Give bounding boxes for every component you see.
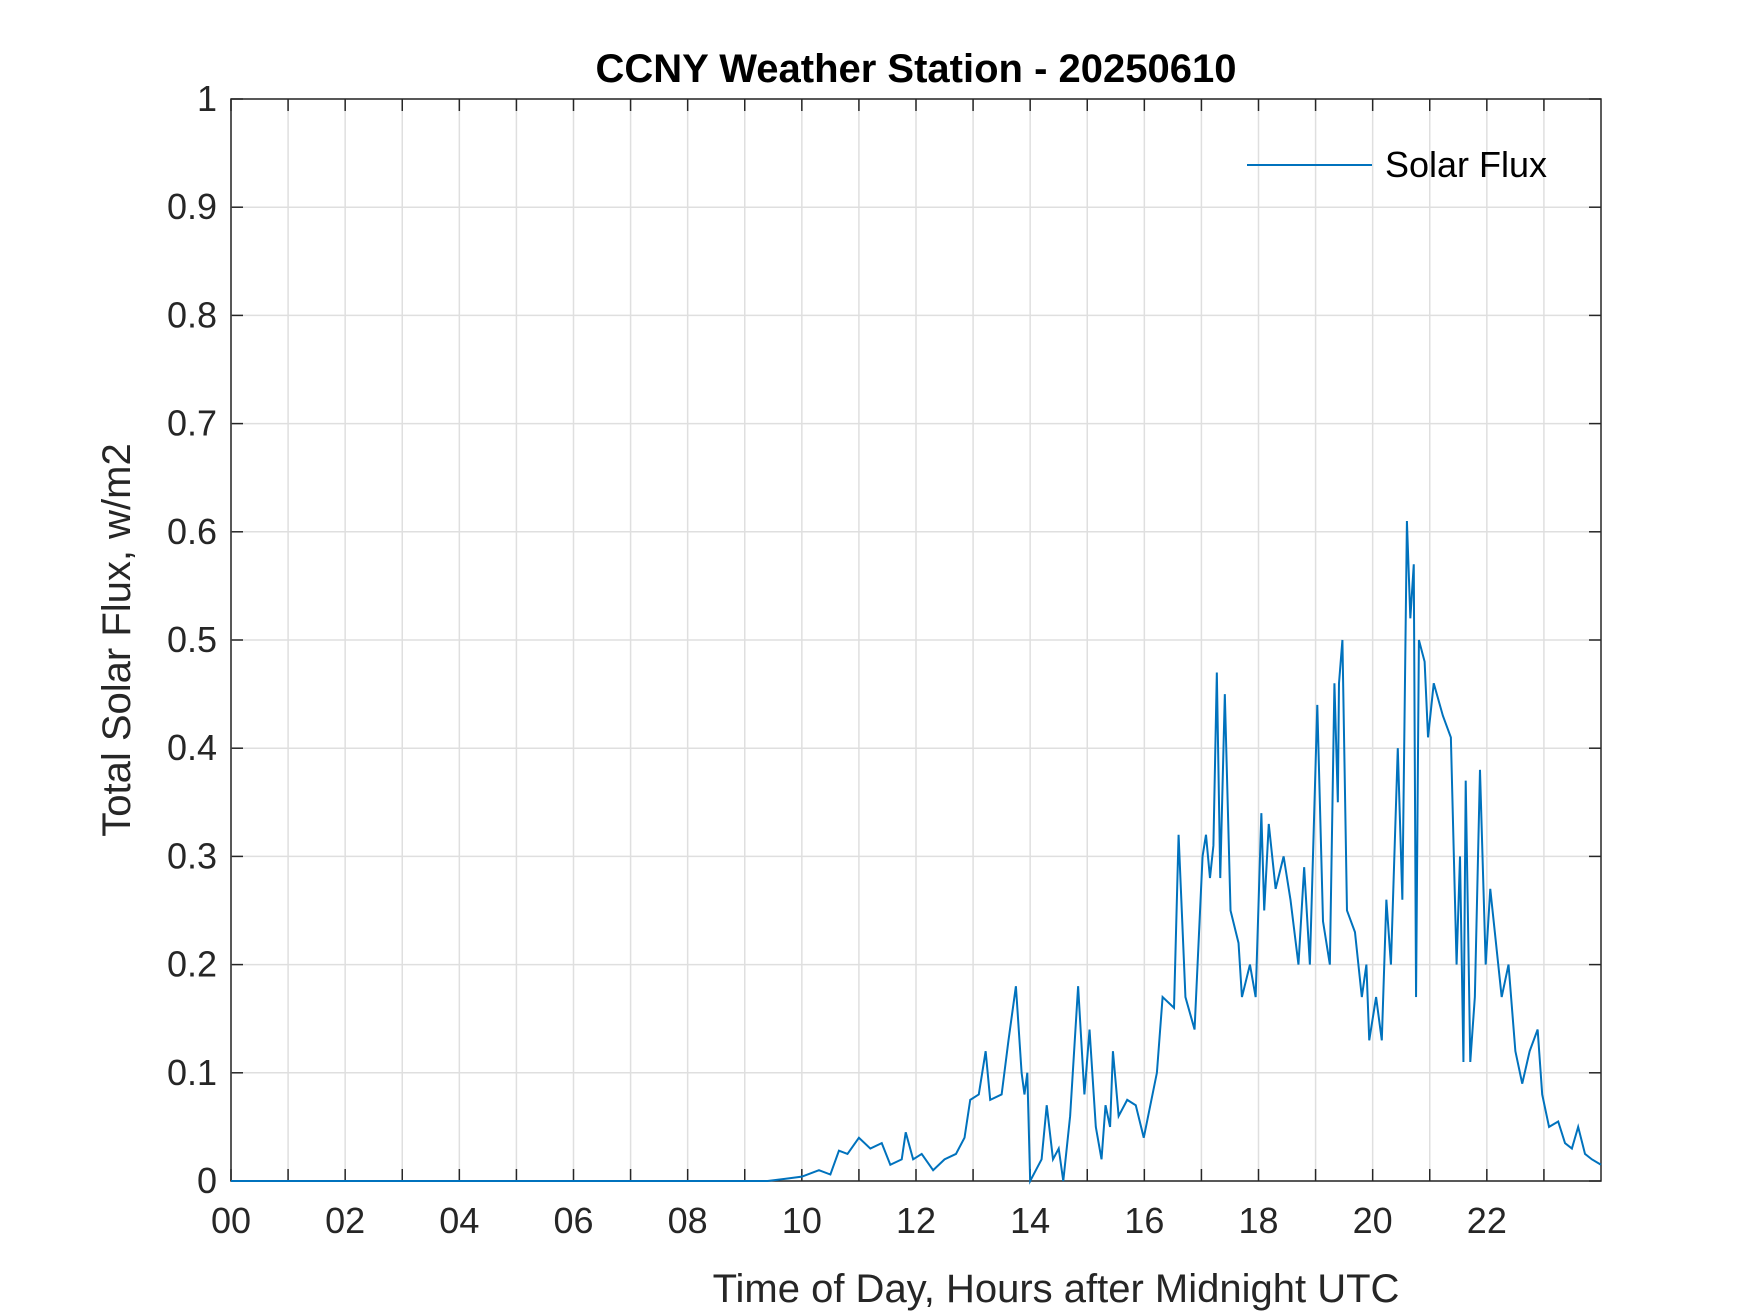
plot-frame bbox=[230, 98, 1602, 1182]
x-tick-label: 04 bbox=[439, 1200, 479, 1241]
legend-label: Solar Flux bbox=[1385, 144, 1547, 185]
chart-title: CCNY Weather Station - 20250610 bbox=[596, 47, 1237, 91]
x-tick-label: 12 bbox=[896, 1200, 936, 1241]
y-tick-label: 0.9 bbox=[167, 186, 217, 227]
y-tick-label: 0.3 bbox=[167, 835, 217, 876]
y-tick-label: 0.1 bbox=[167, 1052, 217, 1093]
x-tick-label: 16 bbox=[1124, 1200, 1164, 1241]
x-tick-label: 10 bbox=[782, 1200, 822, 1241]
x-tick-label: 18 bbox=[1238, 1200, 1278, 1241]
y-tick-label: 0.2 bbox=[167, 944, 217, 985]
x-tick-label: 00 bbox=[211, 1200, 251, 1241]
x-tick-label: 08 bbox=[668, 1200, 708, 1241]
x-tick-label: 20 bbox=[1353, 1200, 1393, 1241]
x-tick-label: 06 bbox=[553, 1200, 593, 1241]
x-tick-label: 02 bbox=[325, 1200, 365, 1241]
x-axis-label: Time of Day, Hours after Midnight UTC bbox=[713, 1267, 1400, 1311]
y-tick-label: 0.8 bbox=[167, 294, 217, 335]
y-tick-label: 0.7 bbox=[167, 403, 217, 444]
y-tick-label: 0.5 bbox=[167, 619, 217, 660]
y-axis-label: Total Solar Flux, w/m2 bbox=[95, 443, 139, 836]
y-tick-label: 1 bbox=[197, 78, 217, 119]
data-line bbox=[231, 520, 1602, 1185]
y-tick-label: 0 bbox=[197, 1160, 217, 1201]
y-tick-label: 0.4 bbox=[167, 727, 217, 768]
x-tick-label: 14 bbox=[1010, 1200, 1050, 1241]
x-tick-label: 22 bbox=[1467, 1200, 1507, 1241]
y-tick-label: 0.6 bbox=[167, 511, 217, 552]
